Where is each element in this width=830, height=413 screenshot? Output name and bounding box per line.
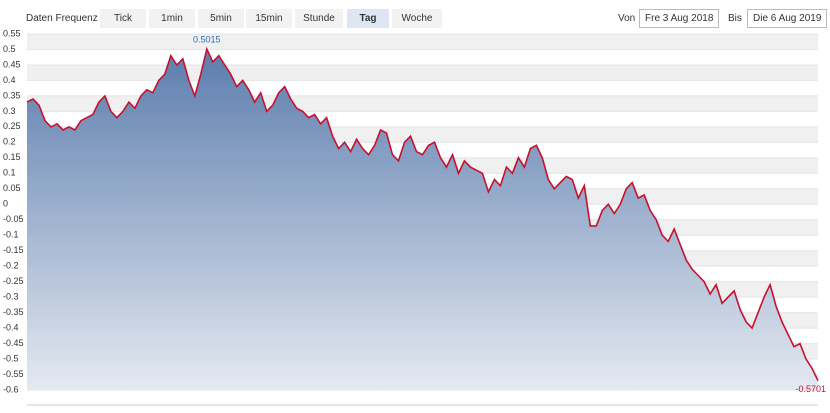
toolbar: Daten Frequenz Von Fre 3 Aug 2018 Bis Di… (0, 8, 830, 30)
frequency-button[interactable]: 15min (246, 9, 292, 28)
y-tick-label: -0.15 (3, 245, 24, 255)
from-label: Von (618, 13, 636, 24)
line (26, 46, 819, 382)
y-tick-label: 0.15 (3, 152, 21, 162)
grid-band (27, 64, 818, 81)
y-tick-label: -0.25 (3, 276, 24, 286)
y-tick-label: 0.1 (3, 168, 16, 178)
y-tick-label: 0.55 (3, 28, 21, 38)
y-tick-label: -0.45 (3, 338, 24, 348)
frequency-button[interactable]: 1min (149, 9, 195, 28)
frequency-button[interactable]: Woche (392, 9, 442, 28)
y-tick-label: 0.5 (3, 44, 16, 54)
y-tick-label: 0 (3, 199, 8, 209)
y-tick-label: -0.4 (3, 322, 19, 332)
y-tick-label: -0.55 (3, 369, 24, 379)
from-date[interactable]: Fre 3 Aug 2018 (639, 9, 720, 28)
y-tick-label: 0.4 (3, 75, 16, 85)
frequency-label: Daten Frequenz (26, 13, 98, 24)
y-tick-label: -0.05 (3, 214, 24, 224)
max-label: 0.5015 (193, 34, 221, 44)
last-label: -0.5701 (795, 384, 826, 394)
y-tick-label: -0.1 (3, 230, 19, 240)
y-tick-label: 0.35 (3, 90, 21, 100)
y-tick-label: 0.3 (3, 106, 16, 116)
to-label: Bis (728, 13, 742, 24)
y-tick-label: 0.25 (3, 121, 21, 131)
frequency-button[interactable]: Tag (347, 9, 389, 28)
frequency-button[interactable]: Tick (100, 9, 146, 28)
y-tick-label: -0.2 (3, 261, 19, 271)
grid-band (27, 34, 818, 50)
frequency-button[interactable]: Stunde (295, 9, 343, 28)
y-tick-label: 0.45 (3, 59, 21, 69)
y-tick-label: -0.35 (3, 307, 24, 317)
y-tick-label: 0.2 (3, 137, 16, 147)
frequency-button[interactable]: 5min (198, 9, 244, 28)
y-tick-label: -0.3 (3, 292, 19, 302)
y-tick-label: -0.6 (3, 384, 19, 394)
y-tick-label: -0.5 (3, 353, 19, 363)
y-tick-label: 0.05 (3, 183, 21, 193)
area (27, 49, 818, 390)
to-date[interactable]: Die 6 Aug 2019 (747, 9, 828, 28)
